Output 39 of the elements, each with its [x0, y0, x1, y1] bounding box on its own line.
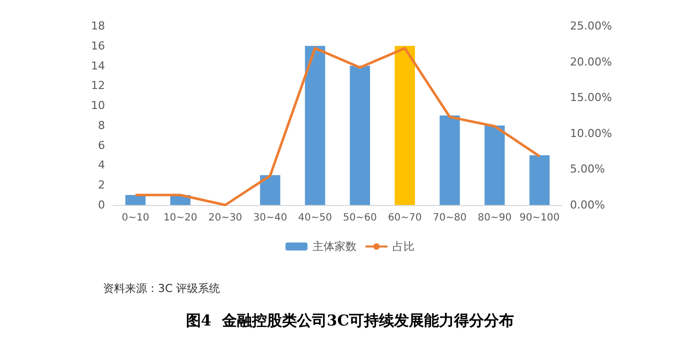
- y2-tick-label: 25.00%: [570, 20, 612, 32]
- bar: [394, 46, 415, 205]
- y2-tick-label: 20.00%: [570, 55, 612, 68]
- x-tick-label: 20~30: [208, 212, 242, 224]
- legend-label: 占比: [392, 240, 414, 253]
- bar: [529, 155, 550, 205]
- x-tick-label: 50~60: [343, 212, 377, 224]
- x-tick-label: 70~80: [432, 212, 467, 224]
- x-tick-label: 40~50: [298, 212, 332, 224]
- x-tick-label: 90~100: [519, 212, 560, 224]
- text: 图4 金融控股类公司3C可持续发展能力得分分布: [186, 312, 514, 330]
- y-tick-label: 2: [98, 178, 105, 192]
- x-tick-label: 60~70: [388, 212, 422, 224]
- y2-tick-label: 10.00%: [570, 126, 612, 140]
- y-tick-label: 4: [98, 158, 105, 172]
- bar: [260, 175, 280, 205]
- y-tick-label: 6: [98, 138, 105, 152]
- y2-tick-label: 0.00%: [570, 198, 605, 212]
- y-tick-label: 10: [91, 99, 105, 112]
- bar: [304, 46, 326, 205]
- x-tick-label: 0~10: [122, 212, 150, 224]
- y-tick-label: 14: [91, 59, 105, 72]
- y-tick-label: 8: [98, 118, 105, 132]
- y-tick-label: 0: [98, 198, 105, 212]
- bar: [484, 125, 505, 205]
- bar: [350, 66, 370, 205]
- line-series: [134, 46, 541, 206]
- x-tick-label: 30~40: [253, 212, 288, 224]
- y-tick-label: 18: [91, 20, 105, 32]
- y-tick-label: 12: [91, 79, 105, 92]
- x-tick-label: 80~90: [478, 212, 512, 224]
- y2-tick-label: 5.00%: [570, 162, 605, 176]
- text: 资料来源：3C 评级系统: [103, 282, 220, 295]
- x-tick-label: 10~20: [163, 212, 198, 224]
- legend-label: 主体家数: [312, 240, 356, 253]
- y-tick-label: 16: [91, 39, 105, 52]
- bar: [125, 195, 146, 205]
- y2-tick-label: 15.00%: [570, 91, 612, 104]
- bar: [440, 116, 460, 205]
